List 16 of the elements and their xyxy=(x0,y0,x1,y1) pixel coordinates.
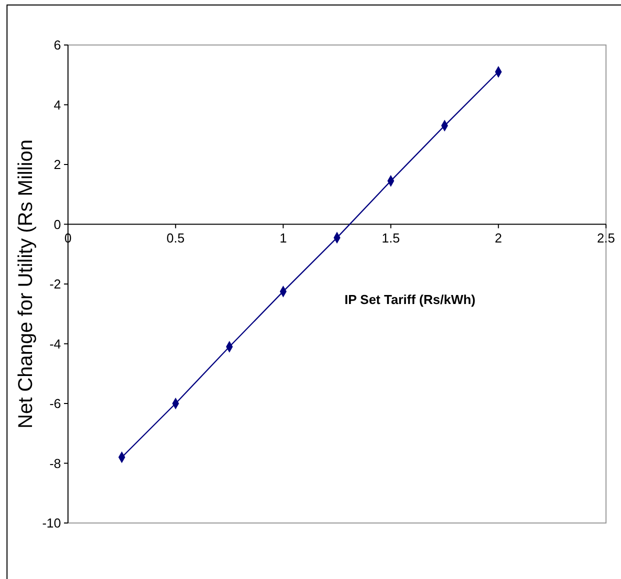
y-tick-label: -4 xyxy=(49,336,61,352)
x-tick-label: 2 xyxy=(494,230,502,246)
x-tick-label: 1 xyxy=(280,230,287,246)
y-tick-label: -10 xyxy=(42,516,61,531)
y-tick-label: -8 xyxy=(49,456,61,471)
y-tick-label: 2 xyxy=(54,157,61,172)
y-tick-label: -2 xyxy=(49,276,61,292)
y-tick-label: -6 xyxy=(49,396,61,412)
y-tick-label: 6 xyxy=(54,38,61,53)
y-tick-label: 0 xyxy=(54,216,61,232)
x-axis-title: IP Set Tariff (Rs/kWh) xyxy=(344,292,476,307)
y-tick-label: 4 xyxy=(54,97,61,112)
x-tick-label: 1.5 xyxy=(382,230,400,246)
y-axis-title: Net Change for Utility (Rs Million xyxy=(15,140,37,428)
x-tick-label: 0.5 xyxy=(166,230,185,246)
x-tick-label: 2.5 xyxy=(596,230,616,246)
